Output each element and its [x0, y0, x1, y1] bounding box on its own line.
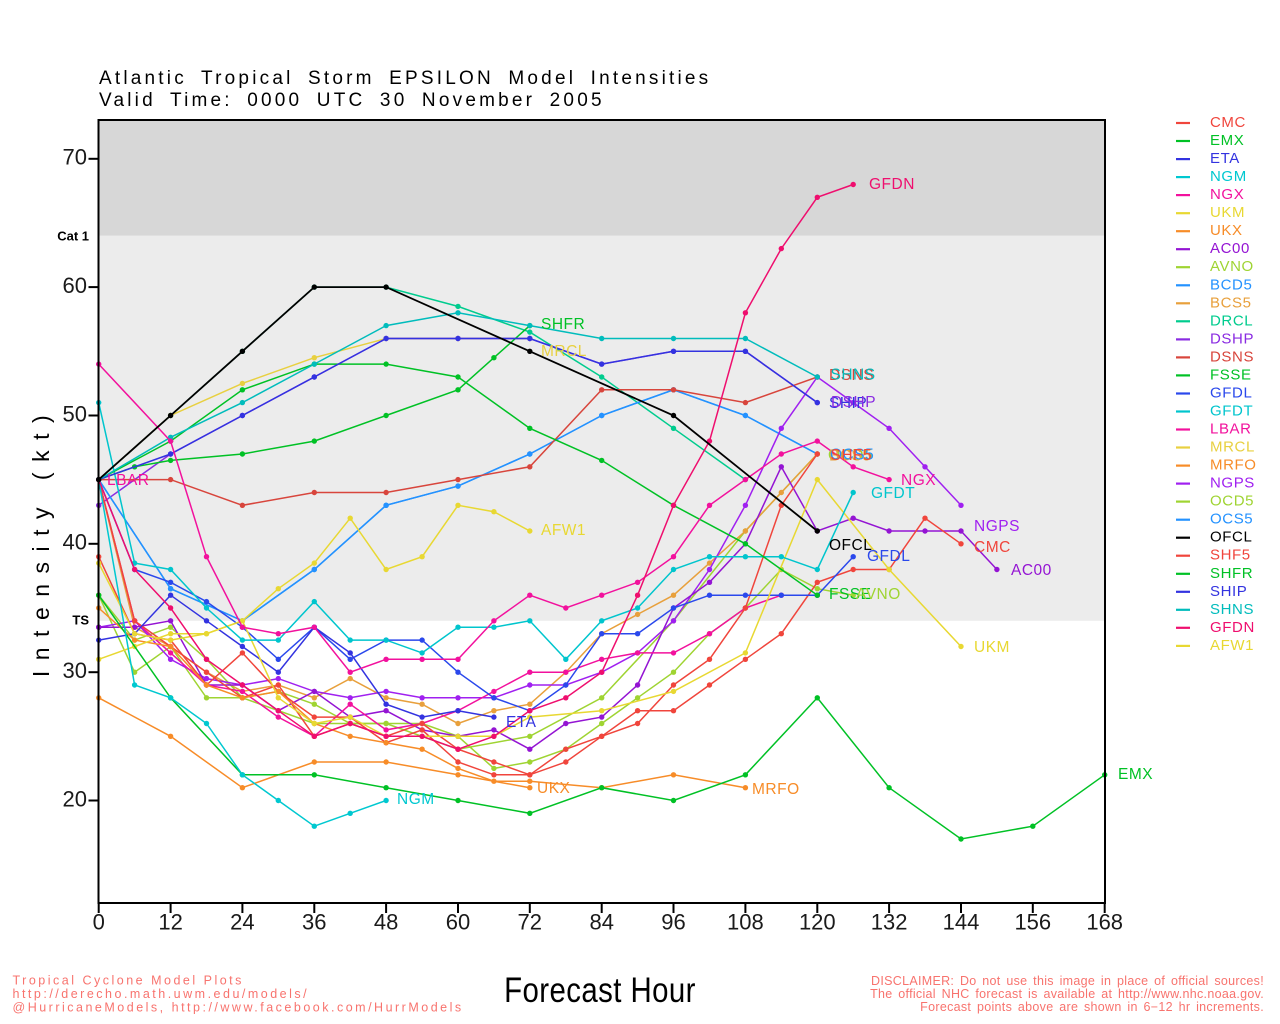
svg-text:SHFR: SHFR — [1210, 565, 1253, 582]
svg-text:ETA: ETA — [1210, 150, 1240, 167]
svg-text:30: 30 — [63, 658, 87, 683]
svg-text:EMX: EMX — [1118, 766, 1153, 783]
svg-text:UKX: UKX — [537, 780, 571, 797]
svg-text:GFDN: GFDN — [869, 176, 915, 193]
svg-text:DSHP: DSHP — [1210, 330, 1254, 347]
svg-text:Atlantic Tropical Storm EPSILO: Atlantic Tropical Storm EPSILON Model In… — [99, 68, 711, 89]
svg-text:Cat 1: Cat 1 — [57, 228, 89, 243]
svg-text:SHF5: SHF5 — [831, 447, 873, 464]
svg-text:MRCL: MRCL — [541, 343, 587, 360]
svg-text:DRCL: DRCL — [1210, 312, 1253, 329]
svg-text:120: 120 — [799, 910, 836, 935]
svg-text:GFDT: GFDT — [1210, 402, 1253, 419]
svg-text:SHNS: SHNS — [831, 367, 876, 384]
svg-text:http://derecho.math.uwm.edu/mo: http://derecho.math.uwm.edu/models/ — [13, 987, 310, 1001]
svg-text:The official NHC forecast is a: The official NHC forecast is available a… — [870, 987, 1264, 1001]
svg-text:Forecast Hour: Forecast Hour — [504, 971, 696, 1010]
svg-text:LBAR: LBAR — [1210, 420, 1252, 437]
svg-text:UKM: UKM — [1210, 204, 1245, 221]
svg-text:84: 84 — [589, 910, 613, 935]
svg-text:Valid Time: 0000 UTC 30 Novemb: Valid Time: 0000 UTC 30 November 2005 — [99, 90, 605, 111]
svg-text:156: 156 — [1014, 910, 1051, 935]
svg-text:SHNS: SHNS — [1210, 601, 1254, 618]
svg-text:60: 60 — [446, 910, 470, 935]
svg-text:NGM: NGM — [1210, 168, 1247, 185]
svg-text:GFDT: GFDT — [871, 485, 915, 502]
svg-text:SHFR: SHFR — [541, 316, 585, 333]
svg-text:AFW1: AFW1 — [541, 522, 586, 539]
svg-text:72: 72 — [518, 910, 542, 935]
svg-text:OCD5: OCD5 — [1210, 493, 1254, 510]
svg-text:GFDN: GFDN — [1210, 619, 1255, 636]
svg-text:FSSE: FSSE — [1210, 366, 1252, 383]
svg-text:OFCL: OFCL — [1210, 529, 1252, 546]
svg-text:@HurricaneModels, http://www.f: @HurricaneModels, http://www.facebook.co… — [13, 1000, 464, 1014]
svg-text:20: 20 — [63, 786, 87, 811]
svg-text:70: 70 — [63, 145, 87, 170]
svg-text:SHIP: SHIP — [1210, 583, 1247, 600]
svg-text:MRCL: MRCL — [1210, 438, 1255, 455]
svg-text:ETA: ETA — [506, 714, 537, 731]
svg-text:NGM: NGM — [397, 791, 435, 808]
svg-text:40: 40 — [63, 530, 87, 555]
svg-text:CMC: CMC — [974, 539, 1011, 556]
svg-text:SHF5: SHF5 — [1210, 547, 1251, 564]
svg-text:BCS5: BCS5 — [829, 448, 872, 465]
svg-text:LBAR: LBAR — [107, 472, 150, 489]
svg-text:MRFO: MRFO — [1210, 457, 1257, 474]
svg-text:DISCLAIMER: Do not use this im: DISCLAIMER: Do not use this image in pla… — [871, 974, 1264, 988]
svg-text:48: 48 — [374, 910, 398, 935]
svg-text:Tropical Cyclone Model Plots: Tropical Cyclone Model Plots — [13, 973, 244, 987]
svg-text:BCS5: BCS5 — [1210, 294, 1252, 311]
svg-text:DSHP: DSHP — [831, 394, 876, 411]
svg-text:NGPS: NGPS — [1210, 475, 1255, 492]
svg-text:AVNO: AVNO — [856, 586, 901, 603]
svg-text:NGX: NGX — [1210, 186, 1244, 203]
svg-text:24: 24 — [230, 910, 254, 935]
svg-text:132: 132 — [871, 910, 908, 935]
svg-text:50: 50 — [63, 401, 87, 426]
svg-text:DSNS: DSNS — [829, 367, 874, 384]
svg-text:AFW1: AFW1 — [1210, 637, 1254, 654]
svg-text:OCD5: OCD5 — [828, 447, 873, 464]
svg-text:AVNO: AVNO — [1210, 258, 1254, 275]
svg-text:GFDL: GFDL — [867, 548, 910, 565]
svg-text:96: 96 — [661, 910, 685, 935]
svg-text:TS: TS — [72, 612, 89, 627]
svg-text:EMX: EMX — [1210, 132, 1244, 149]
svg-text:UKX: UKX — [1210, 222, 1243, 239]
svg-text:OCS5: OCS5 — [1210, 511, 1253, 528]
svg-text:168: 168 — [1086, 910, 1123, 935]
svg-text:BCD5: BCD5 — [1210, 276, 1252, 293]
svg-text:GFDL: GFDL — [1210, 384, 1252, 401]
svg-text:OCS5: OCS5 — [830, 447, 874, 464]
svg-text:NGPS: NGPS — [974, 518, 1020, 535]
svg-text:36: 36 — [302, 910, 326, 935]
svg-text:0: 0 — [93, 910, 105, 935]
svg-text:144: 144 — [943, 910, 980, 935]
svg-text:108: 108 — [727, 910, 764, 935]
svg-text:NGX: NGX — [901, 472, 936, 489]
svg-text:UKM: UKM — [974, 639, 1010, 656]
svg-text:FSSE: FSSE — [829, 586, 871, 603]
svg-text:12: 12 — [158, 910, 182, 935]
svg-text:MRFO: MRFO — [752, 781, 800, 798]
svg-text:AC00: AC00 — [1210, 240, 1250, 257]
svg-text:Forecast points above are show: Forecast points above are shown in 6−12 … — [920, 1000, 1264, 1014]
svg-text:OFCL: OFCL — [829, 537, 872, 554]
svg-text:AC00: AC00 — [1011, 562, 1052, 579]
svg-text:CMC: CMC — [1210, 114, 1246, 131]
svg-text:60: 60 — [63, 273, 87, 298]
svg-text:Intensity (kt): Intensity (kt) — [28, 405, 54, 677]
svg-text:SHIP: SHIP — [829, 395, 867, 412]
svg-text:DSNS: DSNS — [1210, 348, 1254, 365]
